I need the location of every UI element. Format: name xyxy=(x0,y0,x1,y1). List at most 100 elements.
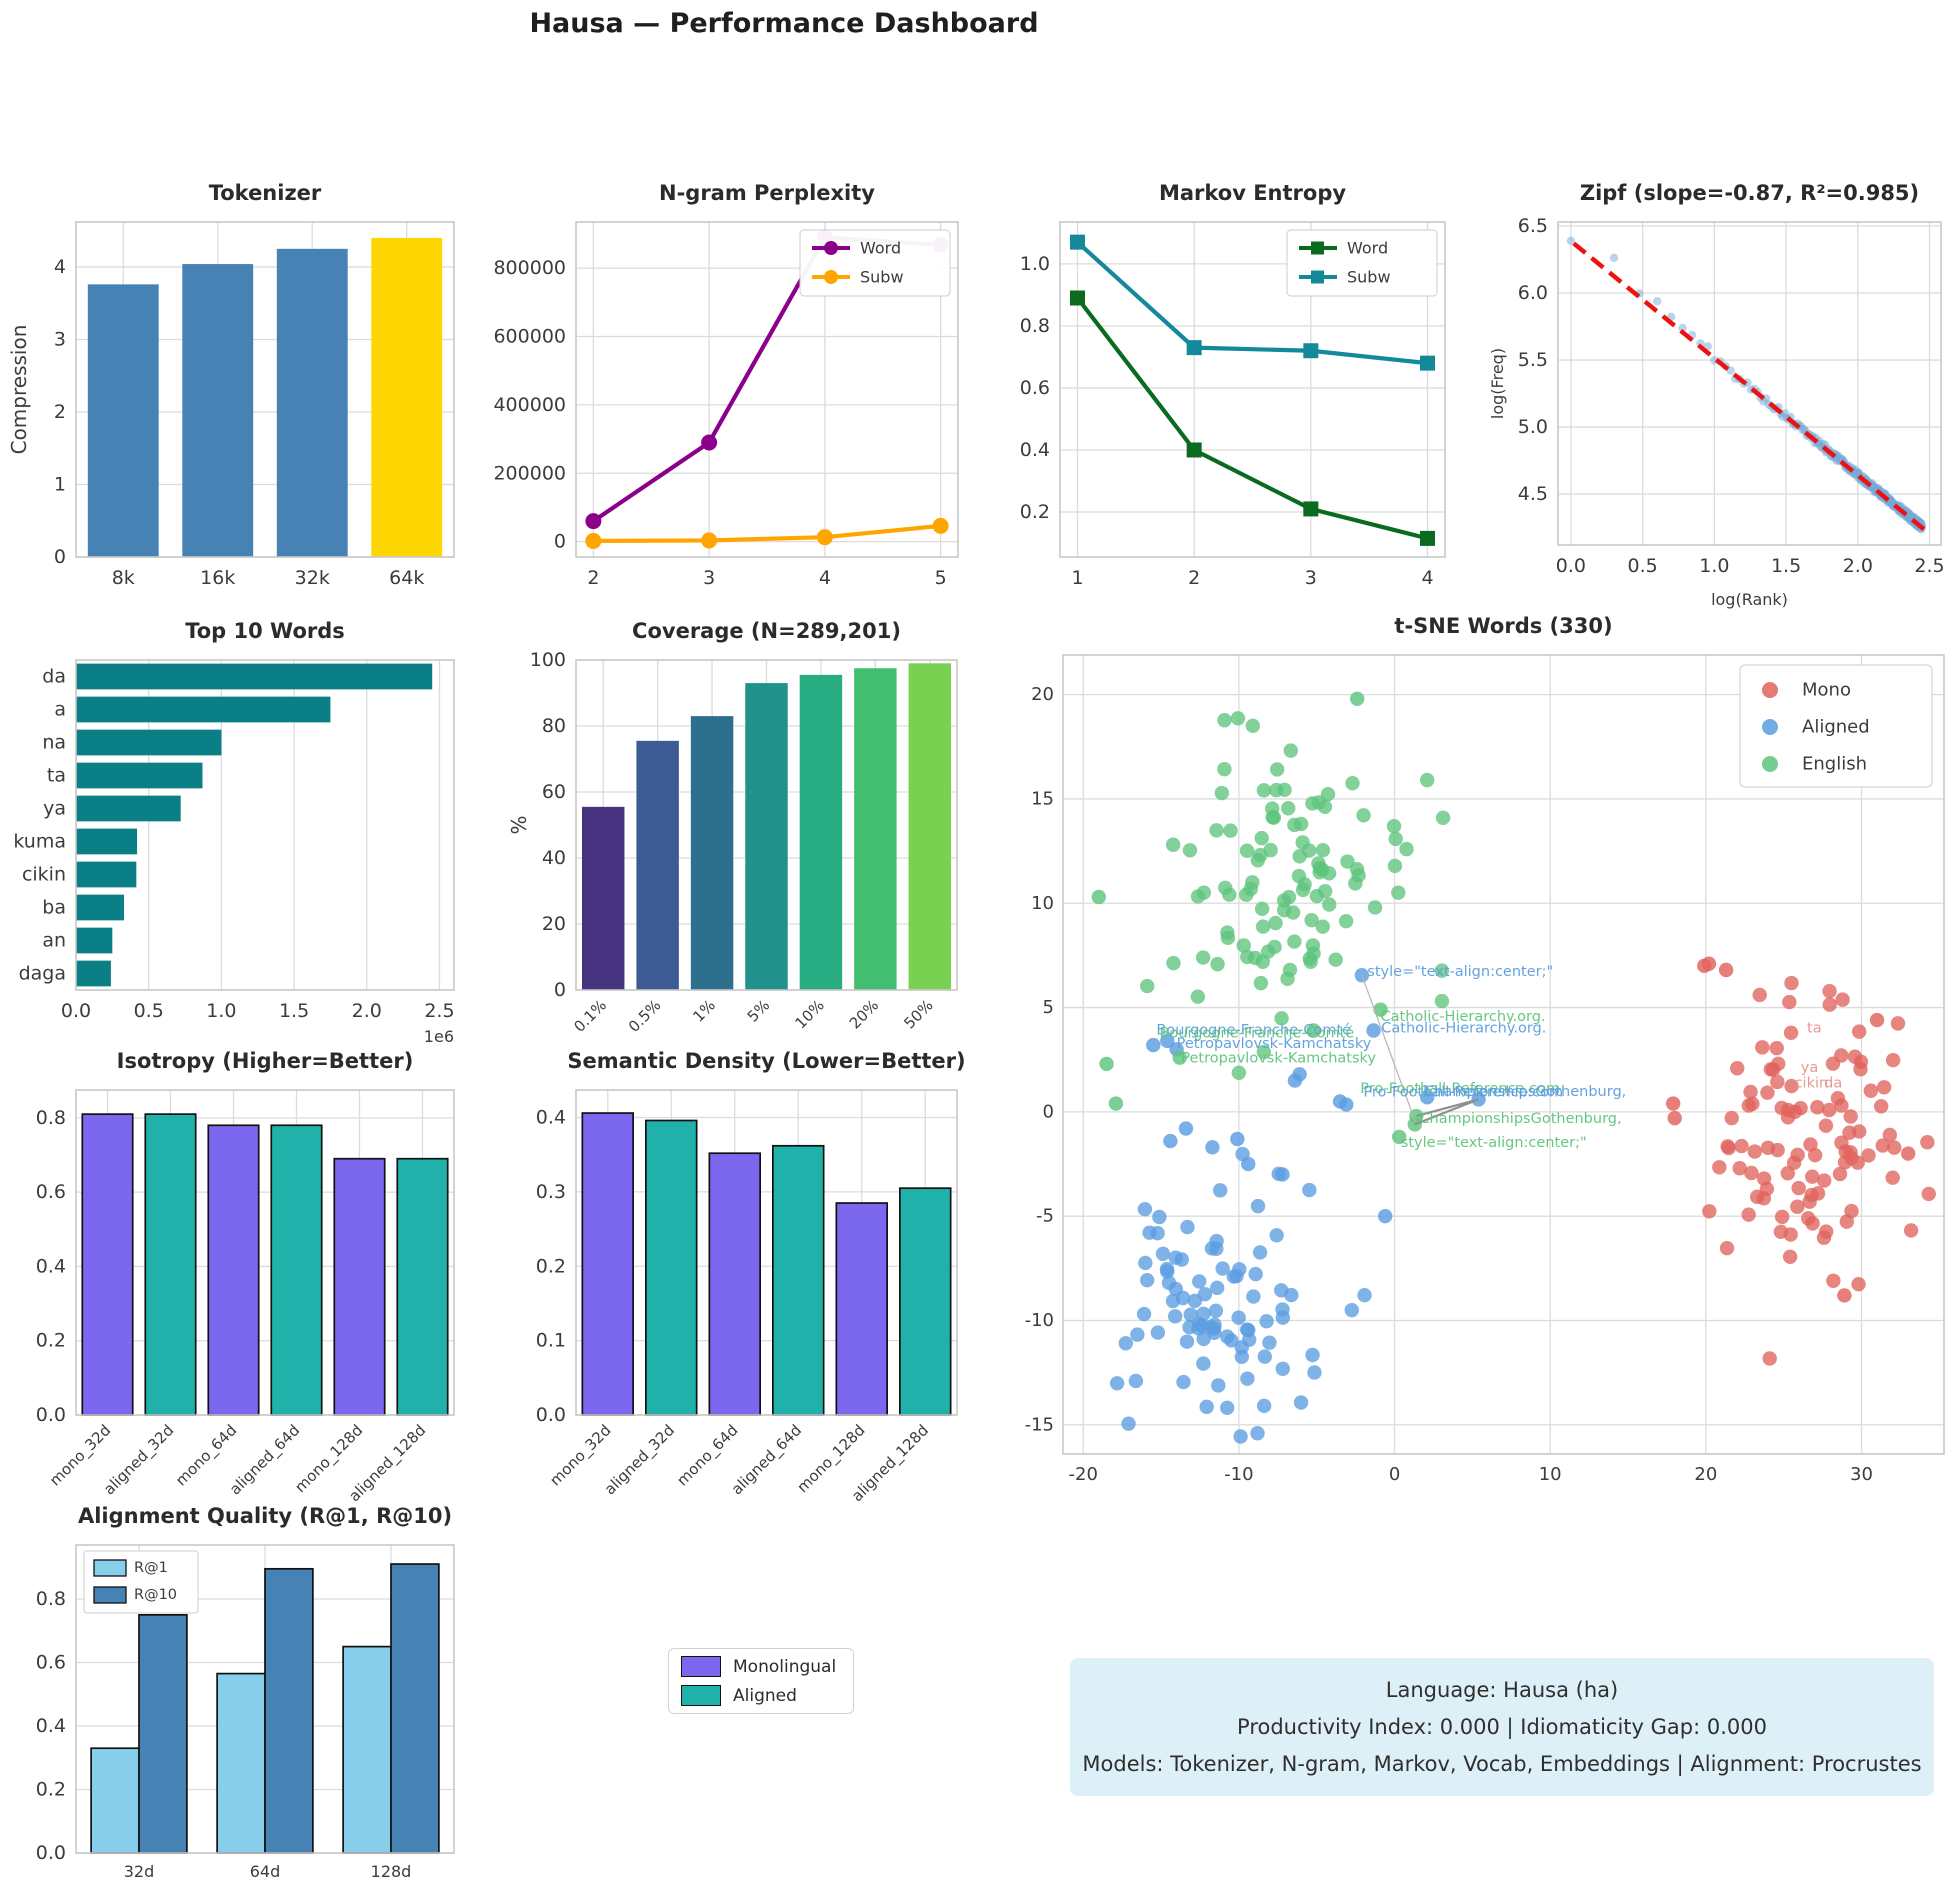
svg-text:0.6: 0.6 xyxy=(36,1651,66,1673)
svg-text:4.5: 4.5 xyxy=(1518,483,1548,505)
svg-text:Catholic-Hierarchy.org.: Catholic-Hierarchy.org. xyxy=(1381,1009,1546,1025)
chart-svg-top_words: Top 10 Words da a na ta ya kuma cikin ba an daga 0.… xyxy=(13,619,455,1046)
bar-R@1-128d xyxy=(342,1645,392,1854)
bars xyxy=(581,663,952,990)
svg-text:a: a xyxy=(54,699,66,721)
svg-text:600000: 600000 xyxy=(493,326,566,348)
legend: Word Subw xyxy=(1286,229,1438,297)
bar-mono_128d xyxy=(333,1157,386,1416)
legend-label: Aligned xyxy=(733,1685,797,1706)
svg-text:ba: ba xyxy=(42,897,66,919)
bar-R@1-32d xyxy=(90,1747,140,1854)
svg-text:t-SNE Words (330): t-SNE Words (330) xyxy=(1394,614,1612,638)
svg-text:0.4: 0.4 xyxy=(1020,439,1050,461)
svg-text:0.2: 0.2 xyxy=(536,1255,566,1277)
monolingual-swatch xyxy=(681,1656,721,1677)
svg-text:8k: 8k xyxy=(112,567,135,589)
bar-0.1% xyxy=(581,806,625,990)
svg-text:-20: -20 xyxy=(1069,1464,1098,1485)
svg-text:0.4: 0.4 xyxy=(36,1255,66,1277)
svg-text:N-gram Perplexity: N-gram Perplexity xyxy=(659,181,875,205)
svg-text:da: da xyxy=(1824,1076,1842,1092)
svg-text:Compression: Compression xyxy=(7,325,31,455)
bar-aligned_128d xyxy=(899,1187,952,1416)
chart-ngram-perplexity: N-gram Perplexity 0 200000 400000 600000 8000… xyxy=(460,148,968,628)
bar-aligned_128d xyxy=(396,1157,449,1416)
legend-item-aligned: Aligned xyxy=(681,1685,841,1706)
svg-text:20: 20 xyxy=(542,913,566,935)
svg-text:Aligned: Aligned xyxy=(1802,717,1870,738)
svg-text:da: da xyxy=(42,666,66,688)
svg-text:0.0: 0.0 xyxy=(536,1404,566,1426)
svg-text:Word: Word xyxy=(1347,239,1388,258)
svg-text:Zipf (slope=-0.87, R²=0.985): Zipf (slope=-0.87, R²=0.985) xyxy=(1580,181,1919,205)
chart-svg-semantic_density: Semantic Density (Lower=Better) 0.0 0.1 0.2… xyxy=(536,1049,966,1506)
bar-R@10-32d xyxy=(138,1614,188,1854)
svg-text:0.6: 0.6 xyxy=(36,1181,66,1203)
svg-text:style="text-align:center;": style="text-align:center;" xyxy=(1367,964,1553,980)
svg-text:kuma: kuma xyxy=(13,831,66,853)
svg-text:10: 10 xyxy=(1031,893,1054,914)
svg-text:2: 2 xyxy=(54,401,66,423)
bar-cikin xyxy=(76,861,137,888)
bar-64k xyxy=(371,237,443,557)
bar-aligned_32d xyxy=(144,1113,197,1416)
chart-alignment-quality: Alignment Quality (R@1, R@10) 0.0 0.2 0.4 0.… xyxy=(8,1495,464,1886)
tsne-points xyxy=(1091,691,1936,1444)
bar-na xyxy=(76,729,222,756)
svg-text:ya: ya xyxy=(43,798,66,820)
bar-da xyxy=(76,663,433,690)
chart-svg-tsne: t-SNE Words (330) style="text-align:cente… xyxy=(1025,614,1945,1485)
svg-text:1.5: 1.5 xyxy=(279,1000,309,1022)
figure-legend: Monolingual Aligned xyxy=(668,1648,854,1714)
bar-1% xyxy=(690,716,734,990)
svg-text:Tokenizer: Tokenizer xyxy=(209,181,322,205)
svg-text:%: % xyxy=(507,815,531,834)
svg-text:Mono: Mono xyxy=(1802,680,1851,701)
bar-kuma xyxy=(76,828,138,855)
cluster-English xyxy=(1140,711,1451,1080)
svg-text:30: 30 xyxy=(1850,1464,1873,1485)
svg-text:5.5: 5.5 xyxy=(1518,349,1548,371)
svg-text:2: 2 xyxy=(587,567,599,589)
svg-text:ya: ya xyxy=(1801,1060,1818,1076)
svg-text:5.0: 5.0 xyxy=(1518,416,1548,438)
svg-text:0: 0 xyxy=(554,979,566,1001)
svg-text:1: 1 xyxy=(1071,567,1083,589)
svg-text:Bourgogne-Franche-Comté: Bourgogne-Franche-Comté xyxy=(1160,1026,1355,1042)
svg-text:English: English xyxy=(1802,754,1867,775)
chart-svg-markov: Markov Entropy 0.2 0.4 0.6 0.8 1.0 1 2 3 4 Word Sub… xyxy=(1020,181,1446,589)
chart-svg-ngram: N-gram Perplexity 0 200000 400000 600000 8000… xyxy=(493,181,959,589)
svg-text:na: na xyxy=(42,732,66,754)
chart-tokenizer: Tokenizer 0 1 2 3 4 8k 16k 32k 64k Compression xyxy=(7,148,464,628)
svg-text:0.0: 0.0 xyxy=(1556,555,1586,577)
svg-text:50%: 50% xyxy=(900,996,936,1032)
page-title: Hausa — Performance Dashboard xyxy=(529,8,1039,39)
svg-text:log(Freq): log(Freq) xyxy=(1488,348,1507,419)
bars xyxy=(81,1113,449,1416)
svg-text:Bourgogne-Franche-Comté: Bourgogne-Franche-Comté xyxy=(1156,1023,1351,1039)
svg-text:0.2: 0.2 xyxy=(36,1330,66,1352)
bar-aligned_32d xyxy=(645,1119,698,1416)
bar-16k xyxy=(182,264,254,557)
svg-text:R@10: R@10 xyxy=(134,1587,177,1603)
svg-text:15: 15 xyxy=(1031,788,1054,809)
svg-text:128d: 128d xyxy=(371,1862,412,1881)
chart-semantic-density: Semantic Density (Lower=Better) 0.0 0.1 0.2… xyxy=(460,1040,968,1510)
svg-text:cikin: cikin xyxy=(1795,1076,1829,1092)
bar-8k xyxy=(87,284,159,557)
svg-text:Petropavlovsk-Kamchatsky: Petropavlovsk-Kamchatsky xyxy=(1177,1036,1372,1052)
svg-text:1.0: 1.0 xyxy=(1699,555,1729,577)
extra-points-English xyxy=(1091,691,1424,1145)
bar-ya xyxy=(76,795,181,822)
bars xyxy=(581,1112,952,1416)
legend-label: Monolingual xyxy=(733,1656,837,1677)
svg-text:mono_64d: mono_64d xyxy=(673,1421,742,1490)
extra-points-Mono xyxy=(1665,956,1916,1303)
svg-text:Top 10 Words: Top 10 Words xyxy=(185,619,345,643)
svg-text:80: 80 xyxy=(542,715,566,737)
bar-50% xyxy=(908,663,952,990)
tsne-annotations: style="text-align:center;" Catholic-Hiera… xyxy=(1156,964,1842,1151)
svg-text:3: 3 xyxy=(703,567,715,589)
svg-text:Word: Word xyxy=(860,239,901,258)
